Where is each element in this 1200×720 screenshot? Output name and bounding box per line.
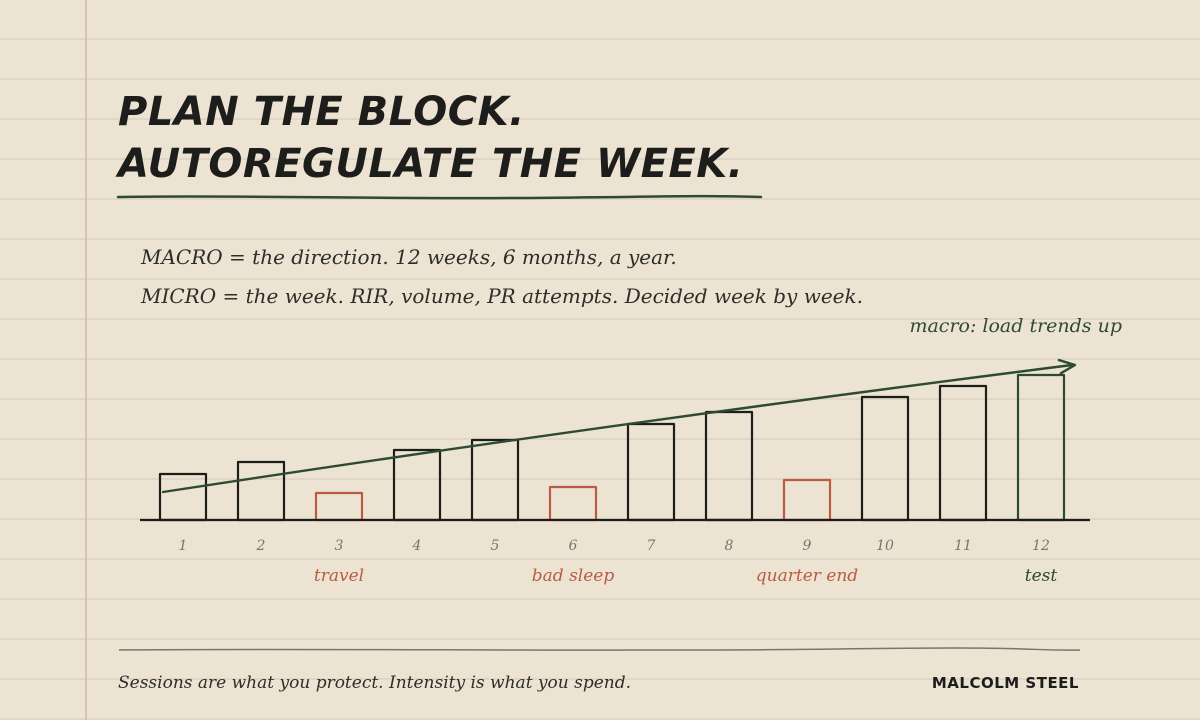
bar-week-3 bbox=[314, 491, 364, 522]
bar-week-5 bbox=[470, 438, 520, 522]
notes: MACRO = the direction. 12 weeks, 6 month… bbox=[141, 238, 863, 316]
tick-label-week-8: 8 bbox=[725, 538, 734, 554]
weekly-load-chart: macro: load trends up 1 2 3 4 5 6 7 8 9 10 11 12 tr… bbox=[140, 315, 1122, 586]
annotation-week-6: bad sleep bbox=[532, 566, 615, 586]
bar-week-10 bbox=[860, 395, 910, 522]
annotation-week-12: test bbox=[1025, 566, 1058, 586]
bars bbox=[158, 373, 1066, 522]
tick-label-week-5: 5 bbox=[491, 538, 500, 554]
tick-label-week-1: 1 bbox=[179, 538, 188, 554]
trend-arrow-icon bbox=[1057, 358, 1077, 375]
bar-week-7 bbox=[626, 422, 676, 522]
bar-week-9 bbox=[782, 478, 832, 522]
macro-note: MACRO = the direction. 12 weeks, 6 month… bbox=[141, 245, 677, 269]
bar-week-2 bbox=[236, 460, 286, 522]
tick-label-week-6: 6 bbox=[569, 538, 578, 554]
bar-week-8 bbox=[704, 410, 754, 522]
bar-week-11 bbox=[938, 384, 988, 522]
tick-label-week-10: 10 bbox=[876, 538, 894, 554]
tick-label-week-12: 12 bbox=[1032, 538, 1050, 554]
bar-week-4 bbox=[392, 448, 442, 522]
tick-label-week-7: 7 bbox=[647, 538, 656, 554]
footer-quote: Sessions are what you protect. Intensity… bbox=[118, 673, 632, 693]
trend-line bbox=[161, 363, 1074, 494]
title-underline bbox=[116, 194, 763, 200]
author-name: MALCOLM STEEL bbox=[931, 674, 1079, 692]
tick-label-week-3: 3 bbox=[335, 538, 344, 554]
tick-label-week-9: 9 bbox=[803, 538, 812, 554]
trend-label: macro: load trends up bbox=[909, 315, 1122, 337]
tick-label-week-4: 4 bbox=[412, 538, 422, 554]
micro-note: MICRO = the week. RIR, volume, PR attemp… bbox=[141, 284, 863, 308]
footer-rule bbox=[118, 647, 1081, 651]
title-line-2: AUTOREGULATE THE WEEK. bbox=[118, 141, 744, 187]
bar-week-6 bbox=[548, 485, 598, 522]
annotation-week-9: quarter end bbox=[756, 566, 859, 586]
notebook-margin-line bbox=[85, 0, 87, 720]
bar-week-1 bbox=[158, 472, 208, 522]
bar-week-12 bbox=[1016, 373, 1066, 522]
week-ticks: 1 2 3 4 5 6 7 8 9 10 11 12 bbox=[179, 538, 1050, 554]
page-title: PLAN THE BLOCK. AUTOREGULATE THE WEEK. bbox=[118, 86, 744, 190]
week-annotations: travel bad sleep quarter end test bbox=[314, 566, 1057, 586]
title-line-1: PLAN THE BLOCK. bbox=[118, 89, 525, 135]
tick-label-week-11: 11 bbox=[954, 538, 972, 554]
tick-label-week-2: 2 bbox=[256, 538, 266, 554]
annotation-week-3: travel bbox=[314, 566, 364, 586]
